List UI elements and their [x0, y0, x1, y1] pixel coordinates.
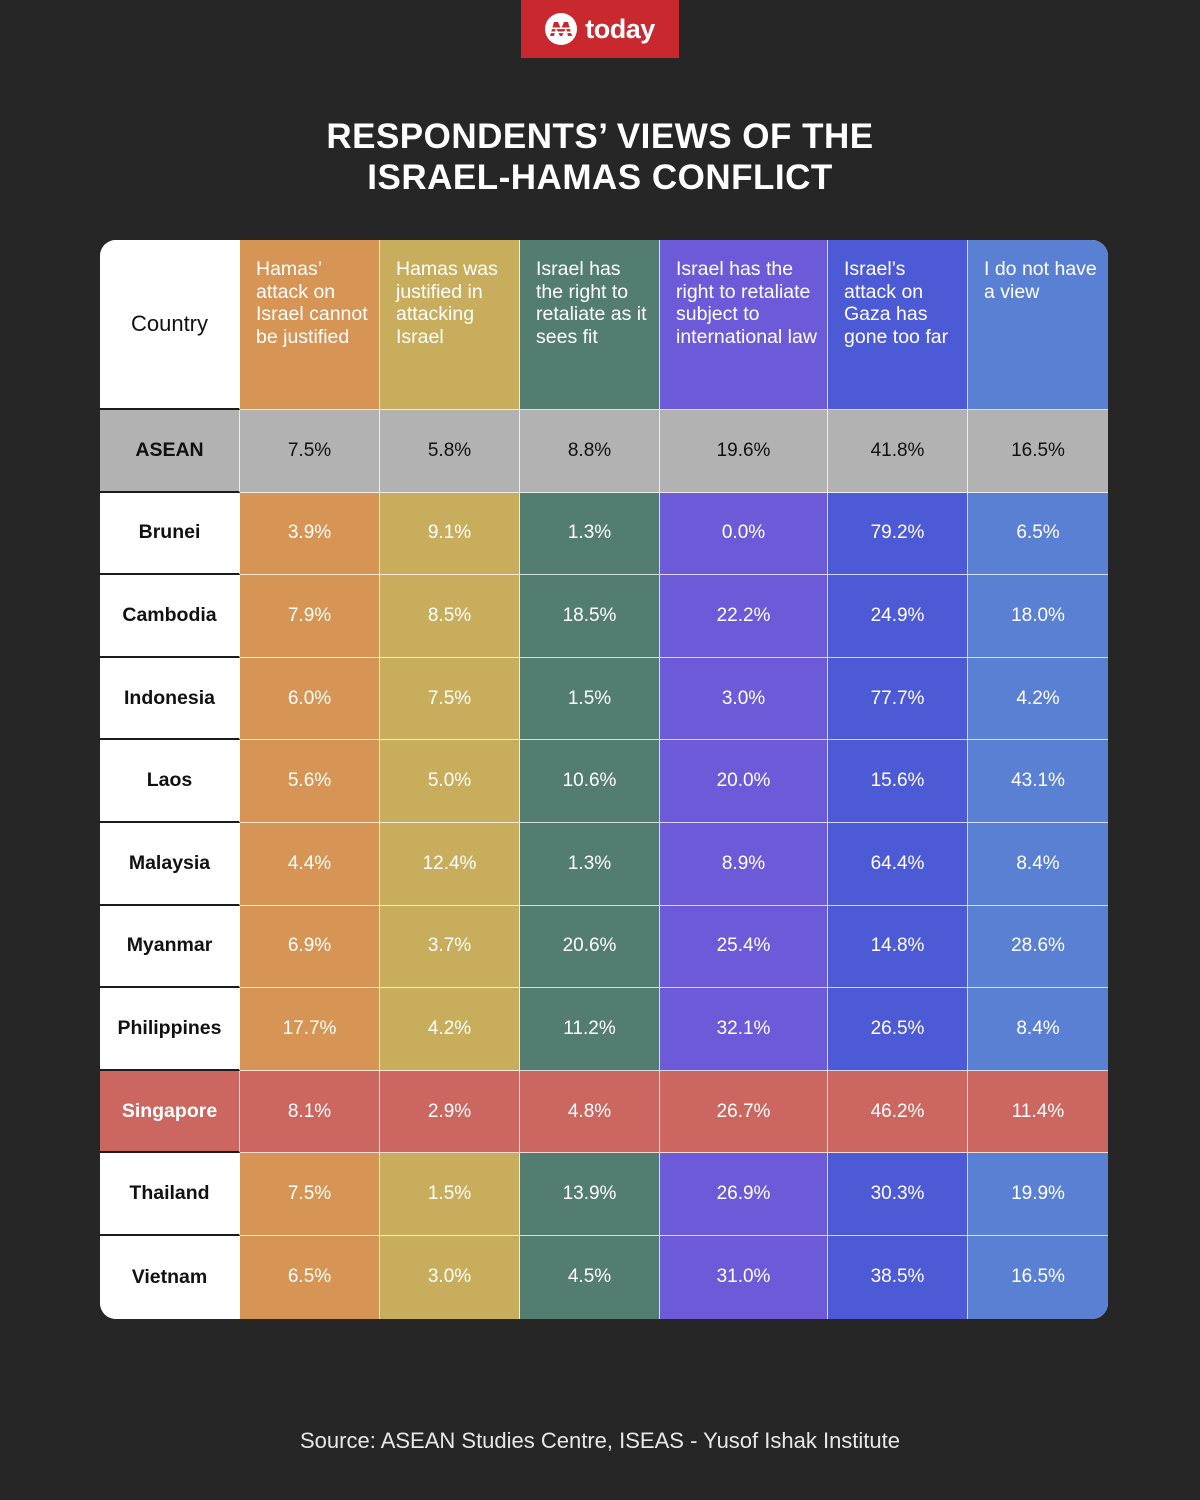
table-cell: 8.1%: [240, 1070, 380, 1154]
table-cell: 6.9%: [240, 905, 380, 989]
table-cell: 4.4%: [240, 822, 380, 906]
page-title: RESPONDENTS’ VIEWS OF THE ISRAEL-HAMAS C…: [0, 116, 1200, 198]
table-cell: 10.6%: [520, 740, 660, 823]
table-cell: 19.9%: [968, 1153, 1108, 1236]
table-cell: 7.5%: [240, 410, 380, 493]
table-cell: 8.4%: [968, 988, 1108, 1071]
table-cell: 26.7%: [660, 1070, 828, 1154]
column-header-country: Country: [100, 240, 240, 410]
table-cell: 0.0%: [660, 492, 828, 576]
row-label: Indonesia: [100, 657, 240, 741]
table-cell: 8.5%: [380, 575, 520, 658]
survey-table: Country Hamas’ attack on Israel cannot b…: [100, 240, 1108, 1319]
table-cell: 17.7%: [240, 988, 380, 1071]
row-label: Vietnam: [100, 1235, 240, 1319]
table-cell: 4.2%: [380, 988, 520, 1071]
table-cell: 20.6%: [520, 905, 660, 989]
table-cell: 3.0%: [660, 657, 828, 741]
logo-text: today: [585, 13, 655, 44]
row-label: Laos: [100, 740, 240, 823]
row-label: Philippines: [100, 988, 240, 1071]
table-cell: 30.3%: [828, 1153, 968, 1236]
column-header: Israel’s attack on Gaza has gone too far: [828, 240, 968, 410]
table-cell: 8.9%: [660, 822, 828, 906]
table-cell: 32.1%: [660, 988, 828, 1071]
table-cell: 8.8%: [520, 410, 660, 493]
row-label: ASEAN: [100, 410, 240, 493]
table-cell: 38.5%: [828, 1235, 968, 1319]
table-cell: 1.5%: [520, 657, 660, 741]
column-header: Israel has the right to retaliate subjec…: [660, 240, 828, 410]
table-cell: 28.6%: [968, 905, 1108, 989]
row-label: Cambodia: [100, 575, 240, 658]
table-cell: 4.8%: [520, 1070, 660, 1154]
table-cell: 1.3%: [520, 822, 660, 906]
table-cell: 13.9%: [520, 1153, 660, 1236]
table-cell: 15.6%: [828, 740, 968, 823]
table-cell: 16.5%: [968, 1235, 1108, 1319]
table-cell: 46.2%: [828, 1070, 968, 1154]
table-cell: 5.0%: [380, 740, 520, 823]
table-cell: 79.2%: [828, 492, 968, 576]
row-label: Singapore: [100, 1070, 240, 1154]
table-cell: 2.9%: [380, 1070, 520, 1154]
table-cell: 18.5%: [520, 575, 660, 658]
table-cell: 5.6%: [240, 740, 380, 823]
column-header: Israel has the right to retaliate as it …: [520, 240, 660, 410]
table-cell: 7.5%: [240, 1153, 380, 1236]
table-cell: 25.4%: [660, 905, 828, 989]
column-header: I do not have a view: [968, 240, 1108, 410]
table-cell: 7.5%: [380, 657, 520, 741]
table-cell: 5.8%: [380, 410, 520, 493]
title-line: ISRAEL-HAMAS CONFLICT: [367, 158, 833, 197]
table-cell: 41.8%: [828, 410, 968, 493]
table-cell: 11.2%: [520, 988, 660, 1071]
table-cell: 1.3%: [520, 492, 660, 576]
table-cell: 24.9%: [828, 575, 968, 658]
today-logo: today: [521, 0, 679, 58]
table-cell: 3.0%: [380, 1235, 520, 1319]
table-cell: 3.9%: [240, 492, 380, 576]
table-cell: 19.6%: [660, 410, 828, 493]
column-header: Hamas’ attack on Israel cannot be justif…: [240, 240, 380, 410]
table-cell: 18.0%: [968, 575, 1108, 658]
table-cell: 1.5%: [380, 1153, 520, 1236]
source-note: Source: ASEAN Studies Centre, ISEAS - Yu…: [299, 1428, 900, 1453]
table-cell: 6.0%: [240, 657, 380, 741]
table-cell: 3.7%: [380, 905, 520, 989]
table-cell: 11.4%: [968, 1070, 1108, 1154]
row-label: Brunei: [100, 492, 240, 576]
table-cell: 6.5%: [968, 492, 1108, 576]
table-cell: 12.4%: [380, 822, 520, 906]
table-cell: 16.5%: [968, 410, 1108, 493]
table-cell: 4.5%: [520, 1235, 660, 1319]
row-label: Myanmar: [100, 905, 240, 989]
logo-mark-icon: [545, 13, 578, 45]
table-cell: 8.4%: [968, 822, 1108, 906]
table-cell: 4.2%: [968, 657, 1108, 741]
table-cell: 26.9%: [660, 1153, 828, 1236]
table-cell: 7.9%: [240, 575, 380, 658]
column-header: Hamas was justified in attacking Israel: [380, 240, 520, 410]
table-cell: 22.2%: [660, 575, 828, 658]
table-cell: 64.4%: [828, 822, 968, 906]
title-line: RESPONDENTS’ VIEWS OF THE: [326, 117, 874, 156]
table-cell: 43.1%: [968, 740, 1108, 823]
table-cell: 14.8%: [828, 905, 968, 989]
table-cell: 31.0%: [660, 1235, 828, 1319]
table-cell: 77.7%: [828, 657, 968, 741]
table-cell: 26.5%: [828, 988, 968, 1071]
table-cell: 20.0%: [660, 740, 828, 823]
table-cell: 9.1%: [380, 492, 520, 576]
row-label: Thailand: [100, 1153, 240, 1236]
table-cell: 6.5%: [240, 1235, 380, 1319]
row-label: Malaysia: [100, 822, 240, 906]
